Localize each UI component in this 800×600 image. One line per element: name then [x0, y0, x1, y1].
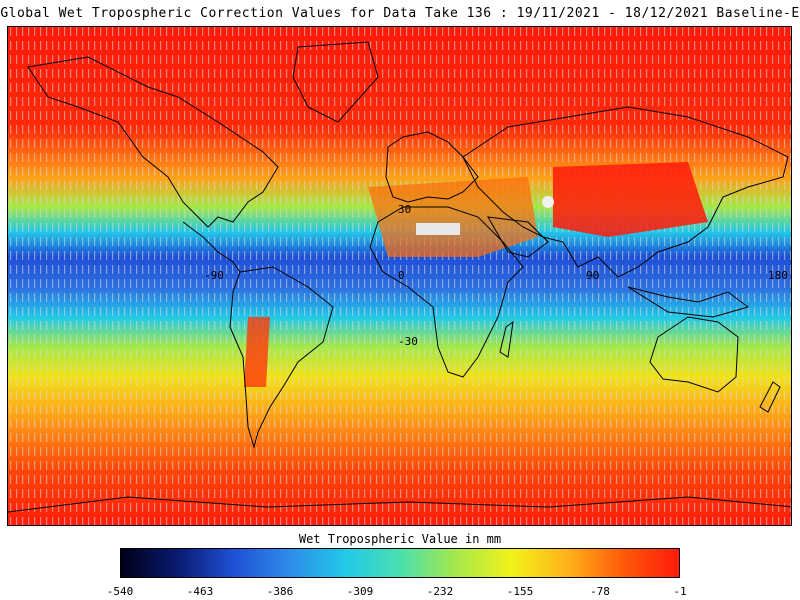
- coast-greenland: [292, 41, 379, 123]
- track-streaks: [8, 27, 791, 525]
- coast-arabia: [487, 216, 549, 258]
- colorbar-title: Wet Tropospheric Value in mm: [298, 532, 502, 546]
- coast-south-america: [229, 266, 334, 449]
- colorbar-tick-label: -309: [346, 585, 374, 598]
- world-map: [8, 27, 791, 525]
- dry-region-sahara: [368, 177, 538, 257]
- colorbar-tick-label: -1: [673, 585, 687, 598]
- lat-label-30: 30: [398, 203, 412, 216]
- colorbar-tick-label: -463: [186, 585, 214, 598]
- coast-north-america: [27, 56, 279, 228]
- lon-label-0: 0: [398, 269, 405, 282]
- lon-label-90: 90: [586, 269, 600, 282]
- coast-indonesia: [627, 286, 750, 318]
- lat-label-minus-30: -30: [398, 335, 418, 348]
- colorbar-tick-label: -78: [590, 585, 610, 598]
- colorbar-tick-label: -540: [106, 585, 134, 598]
- coast-antarctica: [8, 496, 791, 513]
- colorbar-tick-label: -386: [266, 585, 294, 598]
- colorbar: [120, 548, 680, 578]
- map-title: Global Wet Tropospheric Correction Value…: [0, 6, 800, 21]
- coast-madagascar: [499, 320, 514, 358]
- coast-central-america: [182, 221, 241, 273]
- lon-label-minus-90: -90: [204, 269, 224, 282]
- coast-africa: [369, 206, 524, 378]
- coast-new-zealand: [759, 381, 781, 413]
- coast-asia: [462, 106, 789, 278]
- dry-region-andes: [244, 317, 270, 387]
- dry-region-tibet: [553, 162, 708, 237]
- lon-label-180: 180: [768, 269, 788, 282]
- missing-data-patch: [416, 223, 460, 235]
- coastlines: [8, 41, 791, 513]
- coast-australia: [649, 316, 739, 393]
- coast-europe: [385, 131, 479, 203]
- missing-data-dot: [542, 196, 554, 208]
- map-panel: -90 0 90 180 30 -30: [7, 26, 792, 526]
- colorbar-tick-label: -155: [506, 585, 534, 598]
- colorbar-tick-label: -232: [426, 585, 454, 598]
